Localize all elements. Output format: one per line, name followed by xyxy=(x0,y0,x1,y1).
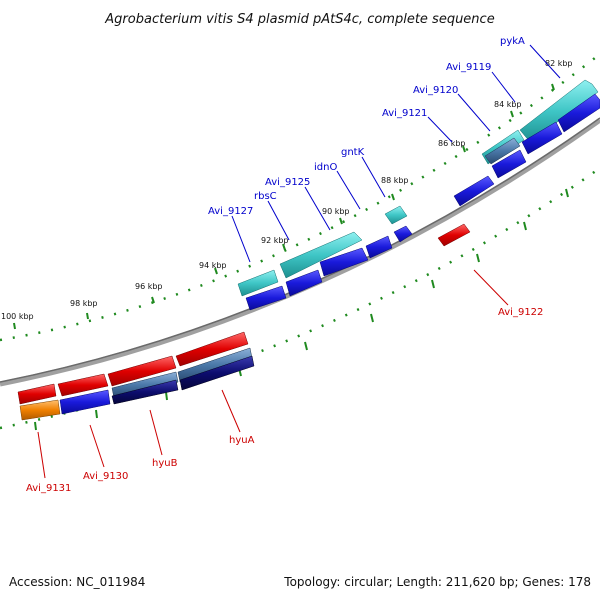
gene-arrow-blue-8[interactable] xyxy=(285,269,323,297)
gene-label-hyuA: hyuA xyxy=(229,435,255,446)
gene-arrow-Avi_9122[interactable] xyxy=(437,223,471,247)
gene-arrow-blue-1[interactable] xyxy=(557,93,600,133)
reverse-track xyxy=(17,223,471,421)
tick-label: 98 kbp xyxy=(70,299,98,308)
gene-label-Avi_9122: Avi_9122 xyxy=(498,307,543,318)
outer-major-ticks xyxy=(13,83,555,330)
forward-leader-lines xyxy=(231,44,561,263)
gene-arrow-steel-1[interactable] xyxy=(484,137,521,165)
gene-label-Avi_9130: Avi_9130 xyxy=(83,471,128,482)
topology-summary: Topology: circular; Length: 211,620 bp; … xyxy=(284,575,591,589)
gene-arrow-Avi_9127[interactable] xyxy=(237,269,279,297)
tick-label: 90 kbp xyxy=(322,207,350,216)
gene-arrow-hyuA[interactable] xyxy=(179,355,255,391)
gene-arrow-blue-2[interactable] xyxy=(521,121,563,155)
tick-label: 100 kbp xyxy=(1,312,34,321)
tick-label: 86 kbp xyxy=(438,139,466,148)
reverse-leader-lines xyxy=(37,269,509,479)
gene-arrow-hyuB[interactable] xyxy=(111,379,179,405)
gene-label-Avi_9119: Avi_9119 xyxy=(446,62,491,73)
gene-label-Avi_9131: Avi_9131 xyxy=(26,483,71,494)
tick-label: 92 kbp xyxy=(261,236,289,245)
map-title: Agrobacterium vitis S4 plasmid pAtS4c, c… xyxy=(104,12,494,27)
gene-arrow-Avi_9125[interactable] xyxy=(279,231,363,279)
gene-label-Avi_9125: Avi_9125 xyxy=(265,177,310,188)
outer-tick-ring xyxy=(0,53,600,342)
reverse-gene-labels: Avi_9122 hyuA hyuB Avi_9130 Avi_9131 xyxy=(26,307,543,494)
forward-track-inner xyxy=(245,93,600,311)
gene-arrow-red-4[interactable] xyxy=(17,383,57,405)
gene-label-Avi_9127: Avi_9127 xyxy=(208,206,253,217)
gene-arrow-Avi_9130[interactable] xyxy=(59,389,111,415)
gene-arrow-red-3[interactable] xyxy=(57,373,109,397)
gene-label-Avi_9120: Avi_9120 xyxy=(413,85,458,96)
tick-label: 88 kbp xyxy=(381,176,409,185)
gene-arrow-Avi_9131[interactable] xyxy=(19,399,61,421)
tick-label: 96 kbp xyxy=(135,282,163,291)
accession-text: Accession: NC_011984 xyxy=(9,575,146,589)
gene-arrow-steel-3[interactable] xyxy=(111,371,179,399)
gene-arrow-blue-9[interactable] xyxy=(245,285,287,311)
tick-label: 82 kbp xyxy=(545,59,573,68)
tick-labels: 82 kbp 84 kbp 86 kbp 88 kbp 90 kbp 92 kb… xyxy=(1,59,573,321)
gene-label-rbsC: rbsC xyxy=(254,191,277,202)
gene-label-gntK: gntK xyxy=(341,147,365,158)
gene-arrow-blue-5[interactable] xyxy=(393,225,413,243)
gene-label-Avi_9121: Avi_9121 xyxy=(382,108,427,119)
gene-arrow-gntK[interactable] xyxy=(384,205,408,225)
gene-arrow-blue-3[interactable] xyxy=(491,149,527,179)
gene-arrow-blue-6[interactable] xyxy=(365,235,393,259)
tick-label: 94 kbp xyxy=(199,261,227,270)
forward-gene-labels: pykA Avi_9119 Avi_9120 Avi_9121 gntK idn… xyxy=(208,36,525,217)
inner-major-ticks xyxy=(34,188,569,431)
gene-label-pykA: pykA xyxy=(500,36,525,47)
gene-arrow-blue-7[interactable] xyxy=(319,247,369,277)
gene-label-hyuB: hyuB xyxy=(152,458,178,469)
tick-label: 84 kbp xyxy=(494,100,522,109)
gene-arrow-red-1[interactable] xyxy=(175,331,249,367)
gene-arrow-blue-4[interactable] xyxy=(453,175,495,207)
gene-arrow-red-2[interactable] xyxy=(107,355,177,387)
gene-label-idnO: idnO xyxy=(314,162,337,173)
